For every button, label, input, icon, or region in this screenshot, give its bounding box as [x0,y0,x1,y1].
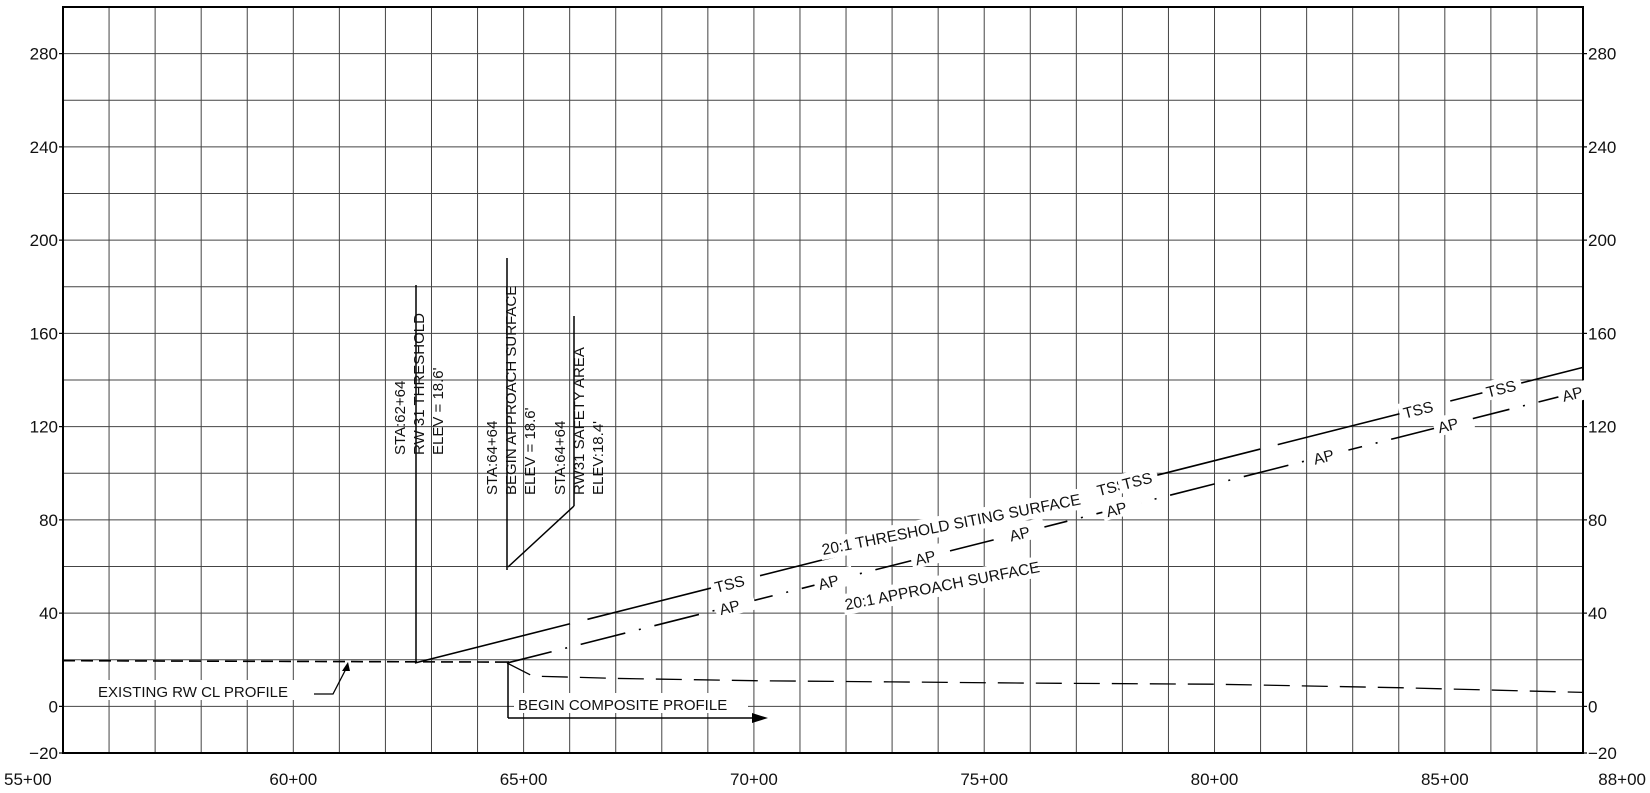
safety-note: STA:64+64 RW31 SAFETY AREA ELEV:18.4' [552,347,607,495]
tss-inline-label: TSS [1402,399,1435,423]
ap-inline-label: AP [1436,416,1460,438]
y-tick-label: −20 [29,744,58,763]
y-tick-label: 160 [1588,324,1616,343]
profile-line-ap [506,389,1584,664]
profile-line-series-2 [62,659,508,663]
threshold-elev: ELEV = 18.6' [430,367,447,455]
tss-inline-label-group: TSS [708,568,752,597]
ap-inline-label-bg [1431,408,1476,438]
tss-inline-label-group: TSS [1397,394,1441,423]
ap-inline-label-bg [908,541,953,570]
ap-inline-label: AP [817,572,841,594]
plot-frame [62,6,1584,754]
y-tick-label: 200 [30,231,58,250]
threshold-sta: STA:62+64 [392,381,409,455]
threshold-name: RW 31 THRESHOLD [411,313,428,455]
tss-inline-label-group: TSS [1116,465,1160,494]
profile-lines [62,366,1584,694]
ap-inline-label-bg [1555,377,1600,406]
safety-name: RW31 SAFETY AREA [571,347,588,495]
y-tick-label: 280 [1588,45,1616,64]
composite-profile-label: BEGIN COMPOSITE PROFILE [518,697,727,714]
ap-inline-label: AP [1312,447,1336,469]
grid-lines [63,7,1583,753]
tss-inline-label-bg [1397,394,1441,423]
existing-arrowhead [342,662,350,671]
ap-inline-label-group: AP [1003,517,1047,546]
y-tick-label: 240 [30,138,58,157]
tss-inline-label: TSS [713,573,746,597]
y-tick-label: 240 [1588,138,1616,157]
tss-inline-label: TSS [1485,378,1518,402]
ap-inline-label: AP [1561,384,1585,406]
x-tick-label: 70+00 [730,770,778,789]
x-tick-label: 60+00 [269,770,317,789]
ap-inline-label-group: AP [812,565,856,594]
ap-inline-label-group: AP [1431,408,1476,438]
safety-leader-diag [507,505,575,568]
x-tick-label: 65+00 [500,770,548,789]
threshold-note: STA:62+64 RW 31 THRESHOLD ELEV = 18.6' [392,313,447,455]
approach-name: BEGIN APPROACH SURFACE [503,286,520,495]
y-axis-left: −20 0 40 80 120 160 200 240 280 [29,45,63,763]
ap-inline-label-group: AP [1555,377,1600,406]
ap-inline-label: AP [913,548,937,570]
y-tick-label: 280 [30,45,58,64]
ap-inline-label: AP [718,597,742,619]
ap-inline-label: AP [1008,524,1032,546]
x-tick-label: 75+00 [960,770,1008,789]
profile-line-series-3 [506,662,1584,694]
ap-label-bg [840,556,1038,616]
tss-inline-label: TSS [1121,470,1154,494]
ap-surface-label-group: 20:1 APPROACH SURFACE [840,556,1041,616]
annotations: STA:62+64 RW 31 THRESHOLD ELEV = 18.6' S… [94,258,1109,723]
ap-surface-label: 20:1 APPROACH SURFACE [843,559,1041,614]
y-axis-right: −20 0 40 80 120 160 200 240 280 [1583,45,1617,763]
safety-elev: ELEV:18.4' [590,421,607,495]
y-tick-label: 40 [1588,604,1607,623]
approach-note: STA:64+64 BEGIN APPROACH SURFACE ELEV = … [484,286,539,495]
y-tick-label: 40 [39,604,58,623]
ap-inline-label-bg [1307,440,1351,469]
y-tick-label: 160 [30,324,58,343]
existing-leader [314,664,349,695]
ap-inline-label-bg [713,590,757,620]
tss-inline-label-group: TSS [1479,373,1524,402]
ap-inline-label-bg [812,565,856,594]
tss-inline-label-bg [708,568,752,597]
tss-inline-label-bg [1479,373,1524,402]
y-tick-label: 80 [39,511,58,530]
composite-arrowhead [752,713,768,723]
x-tick-label: 55+00 [4,770,52,789]
composite-label-bg [514,693,748,713]
x-axis: 55+00 60+00 65+00 70+00 75+00 80+00 85+00 88+00 [4,770,1646,789]
approach-elev: ELEV = 18.6' [522,407,539,495]
ap-inline-label-group: AP [908,541,953,570]
y-tick-label: 80 [1588,511,1607,530]
x-tick-label: 85+00 [1421,770,1469,789]
tss-label-bg [817,483,1109,561]
x-tick-label: 88+00 [1598,770,1646,789]
y-tick-label: 0 [1588,697,1597,716]
y-tick-label: 120 [30,418,58,437]
ap-inline-label: AP [1105,500,1129,522]
approach-sta: STA:64+64 [484,421,501,495]
y-tick-label: 120 [1588,418,1616,437]
existing-label-bg [94,680,312,700]
y-tick-label: 0 [49,697,58,716]
ap-inline-label-group: AP [713,590,757,620]
x-tick-label: 80+00 [1191,770,1239,789]
safety-sta: STA:64+64 [552,421,569,495]
existing-profile-label: EXISTING RW CL PROFILE [98,684,288,701]
ap-inline-label-group: AP [1099,492,1144,522]
tss-inline-label-bg [1116,465,1160,494]
ap-inline-label-group: AP [1307,440,1351,469]
ap-inline-label-bg [1099,492,1144,522]
y-tick-label: 200 [1588,231,1616,250]
y-tick-label: −20 [1588,744,1617,763]
ap-inline-label-bg [1003,517,1047,546]
